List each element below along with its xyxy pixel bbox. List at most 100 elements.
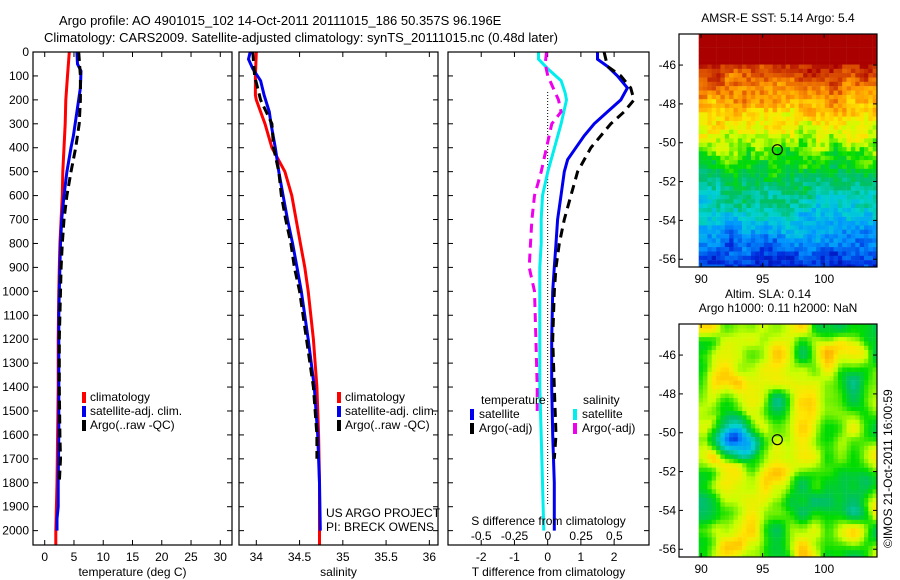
map-cell [707,142,712,148]
map-cell [777,393,782,399]
map-cell [768,203,773,209]
map-cell [833,506,839,512]
map-cell [846,441,852,447]
map-cell [824,371,830,377]
map-cell [833,129,839,135]
map-cell [777,506,782,512]
map-cell [790,458,795,464]
map-cell [703,151,708,156]
map-cell [872,437,878,442]
map-cell [720,367,725,373]
map-cell [716,393,721,399]
map-cell [698,42,704,48]
map-cell [859,345,865,351]
map-cell [746,129,752,135]
map-cell [742,190,747,196]
map-cell [698,424,704,429]
map-cell [777,194,782,200]
map-cell [716,411,721,416]
map-cell [803,324,808,329]
map-cell [868,42,873,48]
map-cell [755,68,760,74]
map-cell [759,432,765,438]
map-cell [720,441,725,447]
map-cell [724,411,730,416]
map-cell [703,73,708,78]
map-cell [824,221,830,226]
map-cell [716,476,721,481]
map-cell [842,34,847,39]
map-cell [837,51,843,56]
map-cell [811,406,817,412]
map-cell [816,116,821,122]
map-cell [859,199,865,204]
map-cell [785,554,791,558]
map-cell [763,371,769,377]
map-cell [772,384,778,390]
map-cell [872,458,878,464]
map-cell [842,38,847,43]
map-cell [850,107,856,113]
map-cell [711,350,717,355]
map-cell [820,402,826,407]
map-cell [790,550,795,555]
map-cell [785,221,791,226]
map-cell [846,116,852,122]
map-cell [794,81,799,87]
map-cell [746,419,752,425]
map-cell [850,367,856,373]
map-cell [864,511,869,516]
map-cell [720,328,725,333]
map-cell [820,94,826,100]
map-cell [864,251,869,257]
map-cell [729,554,734,558]
map-cell [807,234,812,239]
credit-text: ©IMOS 21-Oct-2011 16:00:59 [881,389,895,548]
map-cell [807,363,812,368]
map-cell [755,345,760,351]
map-cell [807,107,812,113]
map-cell [755,47,760,52]
map-cell [750,441,756,447]
map-cell [846,225,852,230]
map-cell [820,532,826,538]
map-cell [785,216,791,222]
map-cell [768,186,773,191]
map-cell [829,208,834,213]
map-cell [768,55,773,61]
map-cell [864,398,869,403]
map-cell [729,454,734,460]
map-cell [868,194,873,200]
map-cell [772,341,778,346]
map-cell [833,419,839,425]
map-cell [755,428,760,433]
map-cell [781,194,786,200]
map-cell [864,367,869,373]
map-cell [720,398,725,403]
map-cell [772,380,778,386]
map-cell [794,242,799,248]
map-cell [850,208,856,213]
map-cell [759,389,765,394]
map-cell [746,99,752,104]
map-cell [850,255,856,261]
map-cell [785,419,791,425]
map-cell [755,264,760,268]
map-cell [798,86,804,91]
map-cell [824,528,830,534]
legend-swatch [82,406,86,417]
map-cell [790,68,795,74]
map-cell [850,68,856,74]
map-cell [750,350,756,355]
map-cell [711,238,717,243]
map-cell [824,238,830,243]
map-cell [755,103,760,109]
map-cell [837,380,843,386]
map-cell [872,147,878,152]
map-cell [781,190,786,196]
map-cell [811,328,817,333]
map-cell [855,60,860,65]
map-cell [777,463,782,468]
map-cell [768,328,773,333]
map-cell [846,42,852,48]
